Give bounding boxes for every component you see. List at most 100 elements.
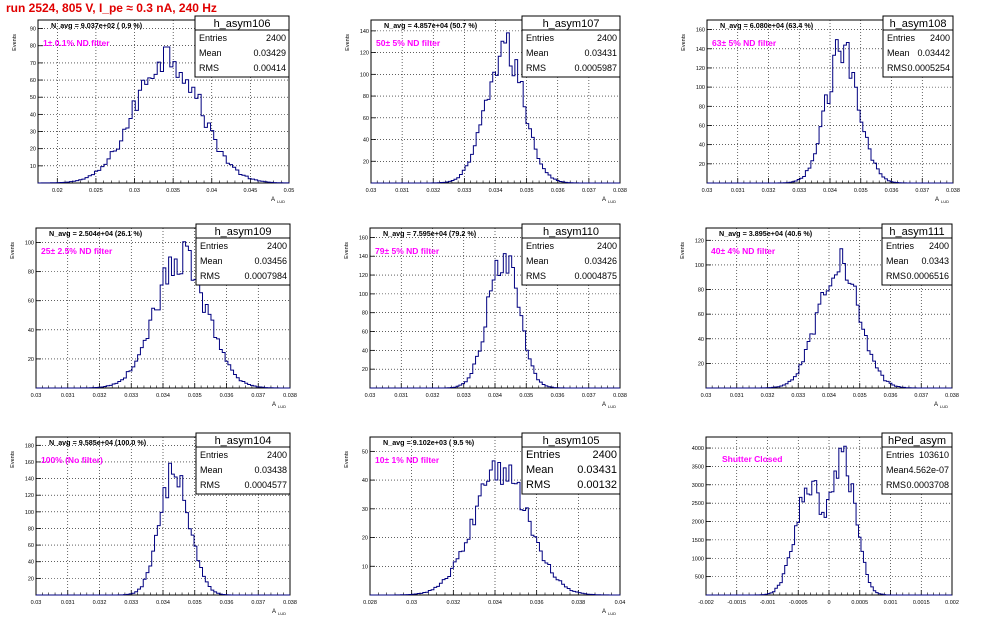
x-tick-label: 0.032 [762, 188, 776, 194]
histogram-line [706, 445, 952, 596]
stats-key: RMS [526, 271, 546, 281]
x-axis-label-subscript: LUD [608, 404, 616, 409]
x-tick-label: 0.045 [244, 188, 258, 194]
navg-label: N_avg = 6.080e+04 (63.4 %) [720, 21, 814, 30]
histogram-line [706, 248, 952, 389]
stats-value: 0.0005254 [907, 63, 950, 73]
stats-value: 103610 [919, 450, 949, 460]
stats-key: RMS [200, 480, 220, 490]
y-tick-label: 100 [360, 72, 369, 78]
x-tick-label: 0.02 [52, 188, 63, 194]
x-tick-label: 0.038 [571, 600, 585, 606]
filter-annotation: 25± 2.5% ND filter [41, 246, 113, 256]
x-tick-label: 0.033 [124, 393, 138, 399]
x-tick-label: 0.035 [853, 393, 867, 399]
histogram-panel-hPed_asym: -0.002 -0.0015 -0.001 -0.0005 0 0.0005 0.001 0.… [692, 432, 959, 606]
stats-value: 4.562e-07 [908, 465, 949, 475]
x-tick-label: 0.033 [124, 600, 138, 606]
y-tick-label: 80 [28, 526, 34, 532]
stats-value: 0.0005987 [574, 63, 617, 73]
x-tick-label: 0.03 [366, 188, 377, 194]
stats-title: hPed_asym [888, 435, 946, 447]
stats-value: 0.00132 [577, 479, 617, 491]
stats-value: 2400 [593, 449, 617, 461]
y-tick-label: 100 [696, 85, 705, 91]
x-tick-label: 0.035 [854, 188, 868, 194]
x-tick-label: 0.032 [93, 393, 107, 399]
x-tick-label: 0.035 [519, 393, 533, 399]
stats-box [881, 432, 953, 495]
y-tick-label: 10 [362, 564, 368, 570]
y-tick-label: 80 [699, 104, 705, 110]
histogram-line [707, 39, 953, 184]
x-tick-label: 0.03 [365, 393, 376, 399]
y-tick-label: 20 [698, 361, 704, 367]
y-tick-label: 140 [25, 477, 34, 483]
y-tick-label: 80 [698, 288, 704, 294]
x-tick-label: 0.031 [731, 188, 745, 194]
x-tick-label: 0.036 [551, 393, 565, 399]
stats-box [521, 223, 621, 286]
navg-label: N_avg = 9.102e+03 ( 9.5 %) [383, 438, 475, 447]
y-tick-label: 20 [362, 536, 368, 542]
y-tick-label: 100 [25, 510, 34, 516]
x-axis-label: A [272, 402, 276, 408]
histogram-panel-h_asym110: 0.03 0.031 0.032 0.033 0.034 0.035 0.036 0.037 0… [344, 223, 627, 409]
y-tick-label: 60 [28, 299, 34, 305]
x-axis-label-subscript: LUD [278, 611, 286, 616]
y-tick-label: 100 [359, 292, 368, 298]
stats-title: h_asym109 [215, 226, 272, 238]
stats-value: 0.00414 [253, 63, 286, 73]
y-tick-label: 20 [362, 367, 368, 373]
stats-value: 0.03431 [584, 48, 617, 58]
y-tick-label: 140 [359, 254, 368, 260]
y-tick-label: 80 [362, 311, 368, 317]
y-tick-label: 40 [28, 560, 34, 566]
y-tick-label: 500 [695, 575, 704, 581]
x-tick-label: 0.031 [61, 393, 75, 399]
y-axis-label: Events [680, 242, 686, 259]
y-tick-label: 140 [360, 29, 369, 35]
stats-key: Entries [886, 241, 915, 251]
y-tick-label: 60 [698, 312, 704, 318]
x-axis-label-subscript: LUD [608, 199, 616, 204]
stats-value: 0.0004875 [574, 271, 617, 281]
y-tick-label: 180 [25, 443, 34, 449]
y-tick-label: 40 [362, 348, 368, 354]
stats-key: Entries [526, 449, 561, 461]
histogram-panel-h_asym104: 0.03 0.031 0.032 0.033 0.034 0.035 0.036 0.037 0… [10, 432, 297, 616]
y-tick-label: 4000 [692, 446, 704, 452]
y-tick-label: 20 [28, 357, 34, 363]
y-tick-label: 90 [30, 27, 36, 33]
x-tick-label: 0.036 [884, 393, 898, 399]
x-axis-label: A [602, 197, 606, 203]
stats-key: Mean [526, 48, 549, 58]
x-tick-label: 0.03 [129, 188, 140, 194]
stats-value: 2400 [597, 241, 617, 251]
x-tick-label: 0.03 [702, 188, 713, 194]
x-tick-label: 0.034 [488, 600, 502, 606]
y-tick-label: 40 [30, 112, 36, 118]
x-tick-label: 0.036 [530, 600, 544, 606]
x-tick-label: -0.0005 [789, 600, 808, 606]
x-tick-label: -0.0015 [727, 600, 746, 606]
y-tick-label: 60 [362, 330, 368, 336]
x-tick-label: 0.035 [166, 188, 180, 194]
stats-key: Entries [887, 33, 916, 43]
y-tick-label: 3000 [692, 483, 704, 489]
x-tick-label: 0.001 [884, 600, 898, 606]
stats-key: Entries [886, 450, 915, 460]
x-tick-label: 0.033 [791, 393, 805, 399]
stats-key: Entries [200, 450, 229, 460]
histogram-line [370, 460, 621, 596]
y-tick-label: 40 [699, 143, 705, 149]
x-tick-label: 0.031 [395, 188, 409, 194]
stats-key: RMS [886, 480, 906, 490]
stats-key: Mean [886, 465, 909, 475]
x-tick-label: 0.033 [792, 188, 806, 194]
stats-value: 2400 [267, 241, 287, 251]
filter-annotation: 63± 5% ND filter [712, 38, 777, 48]
stats-box [882, 15, 954, 78]
histogram-panel-h_asym108: 0.03 0.031 0.032 0.033 0.034 0.035 0.036 0.037 0… [681, 15, 960, 204]
